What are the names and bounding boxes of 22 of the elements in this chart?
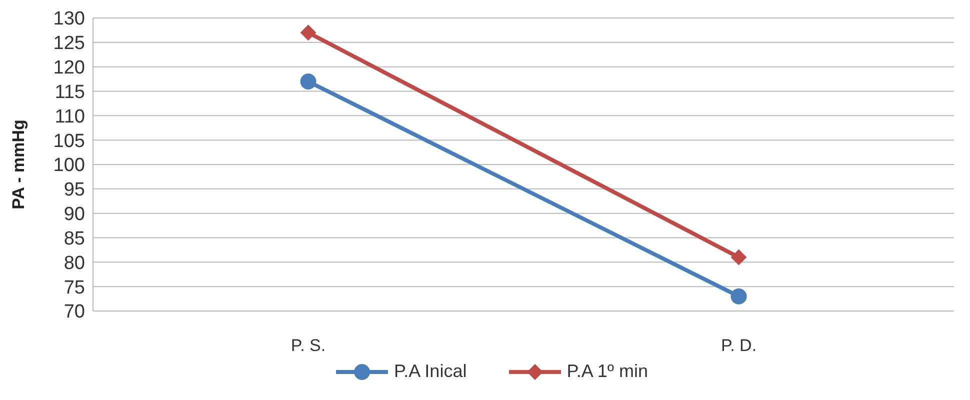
y-tick-label: 125 — [53, 33, 85, 54]
y-tick-label: 115 — [54, 82, 85, 103]
point — [300, 24, 316, 41]
y-tick-label: 80 — [64, 252, 85, 274]
y-tick-label: 75 — [64, 277, 85, 298]
y-tick-label: 85 — [64, 228, 85, 250]
y-axis-title: PA - mmHg — [9, 120, 28, 210]
legend-label: P.A 1º min — [566, 361, 648, 382]
point — [300, 73, 316, 90]
legend-label: P.A Inical — [394, 361, 467, 382]
y-tick-label: 110 — [54, 106, 85, 128]
x-tick-label: P. D. — [720, 336, 757, 356]
y-tick-label: 120 — [53, 58, 85, 79]
point — [730, 288, 747, 304]
y-tick-label: 95 — [64, 180, 85, 201]
y-tick-label: 105 — [53, 130, 85, 152]
point — [730, 249, 747, 266]
y-tick-label: 70 — [64, 302, 85, 323]
y-tick-label: 100 — [53, 155, 85, 176]
x-tick-label: P. S. — [290, 336, 326, 356]
y-tick-label: 130 — [53, 8, 85, 30]
y-tick-label: 90 — [64, 204, 85, 226]
